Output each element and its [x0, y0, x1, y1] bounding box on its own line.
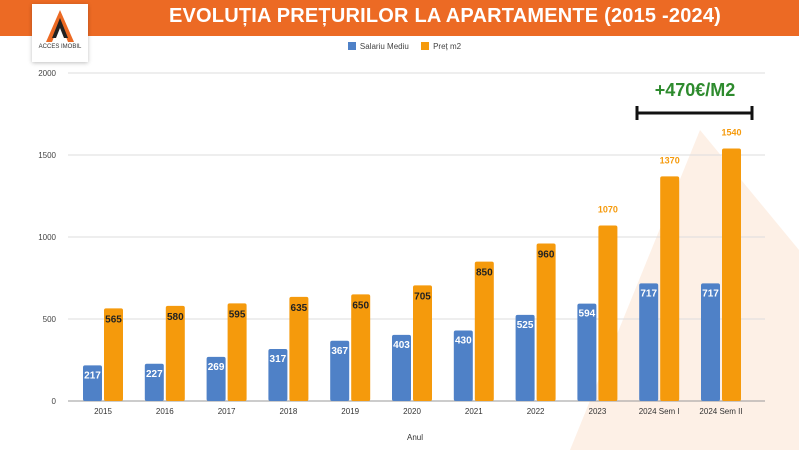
- data-label-salariu: 594: [579, 309, 596, 320]
- legend-swatch-salariu: [347, 42, 356, 50]
- bar-pret-m2: [104, 308, 123, 401]
- bar-pret-m2: [660, 176, 680, 401]
- bar-pret-m2: [536, 243, 556, 401]
- data-label-pret: 1370: [660, 155, 680, 165]
- data-label-salariu: 367: [331, 346, 348, 357]
- bar-pret-m2: [165, 305, 185, 401]
- y-tick-label: 2000: [38, 69, 56, 78]
- bar-pret-m2: [722, 148, 741, 401]
- data-label-pret: 705: [414, 291, 431, 302]
- bar-pret-m2: [289, 296, 309, 401]
- bar-salariu-mediu: [206, 356, 226, 401]
- bar-pret-m2: [474, 261, 494, 401]
- bar-pret-m2: [351, 294, 371, 401]
- data-label-pret: 960: [538, 250, 555, 261]
- legend-label-pret: Preț m2: [433, 42, 462, 51]
- data-label-pret: 1070: [598, 205, 618, 215]
- x-tick-label: 2024 Sem II: [699, 407, 742, 416]
- data-label-salariu: 317: [270, 354, 287, 365]
- data-label-salariu: 227: [146, 369, 163, 380]
- title-banner: [0, 0, 799, 36]
- bar-salariu-mediu: [701, 283, 720, 401]
- legend-label-salariu: Salariu Mediu: [359, 42, 409, 51]
- bar-salariu-mediu: [330, 340, 350, 401]
- data-label-salariu: 717: [702, 288, 719, 299]
- y-tick-label: 500: [43, 315, 57, 324]
- data-label-salariu: 525: [517, 320, 534, 331]
- x-tick-label: 2024 Sem I: [639, 407, 680, 416]
- x-axis-title: Anul: [407, 433, 423, 442]
- data-label-pret: 565: [105, 314, 122, 325]
- bar-salariu-mediu: [144, 363, 164, 401]
- bar-pret-m2: [227, 303, 247, 401]
- x-tick-label: 2022: [527, 407, 545, 416]
- data-label-salariu: 403: [393, 340, 410, 351]
- bar-salariu-mediu: [453, 330, 473, 401]
- bar-pret-m2: [413, 285, 432, 401]
- x-tick-label: 2016: [156, 407, 174, 416]
- y-tick-label: 1000: [38, 233, 56, 242]
- data-label-pret: 595: [229, 309, 246, 320]
- x-tick-label: 2020: [403, 407, 421, 416]
- price-increase-annotation: +470€/M2: [654, 80, 736, 100]
- legend: Salariu Mediu Preț m2: [0, 42, 799, 51]
- logo: ACCES IMOBIL: [32, 4, 88, 62]
- bar-salariu-mediu: [577, 303, 597, 401]
- x-tick-label: 2023: [589, 407, 607, 416]
- data-label-pret: 1540: [721, 127, 741, 137]
- data-label-pret: 635: [291, 303, 308, 314]
- x-tick-label: 2015: [94, 407, 112, 416]
- bar-salariu-mediu: [515, 314, 535, 401]
- data-label-pret: 650: [352, 300, 369, 311]
- bar-pret-m2: [598, 225, 618, 401]
- data-label-salariu: 717: [640, 288, 657, 299]
- x-tick-label: 2019: [341, 407, 359, 416]
- logo-text: ACCES IMOBIL: [38, 44, 82, 50]
- data-label-pret: 580: [167, 312, 184, 323]
- watermark-shape: [570, 130, 799, 450]
- y-tick-label: 0: [52, 397, 57, 406]
- data-label-salariu: 430: [455, 335, 472, 346]
- data-label-pret: 850: [476, 268, 493, 279]
- bar-salariu-mediu: [268, 349, 288, 401]
- bar-salariu-mediu: [639, 283, 659, 401]
- y-tick-label: 1500: [38, 151, 56, 160]
- logo-a-icon: [46, 10, 74, 42]
- data-label-salariu: 217: [84, 370, 101, 381]
- x-tick-label: 2017: [218, 407, 236, 416]
- legend-swatch-pret: [421, 42, 430, 50]
- chart-title: EVOLUȚIA PREȚURILOR LA APARTAMENTE (2015…: [168, 5, 722, 27]
- x-tick-label: 2021: [465, 407, 483, 416]
- x-tick-label: 2018: [280, 407, 298, 416]
- data-label-salariu: 269: [208, 362, 225, 373]
- bar-salariu-mediu: [392, 334, 411, 401]
- bar-salariu-mediu: [83, 365, 102, 401]
